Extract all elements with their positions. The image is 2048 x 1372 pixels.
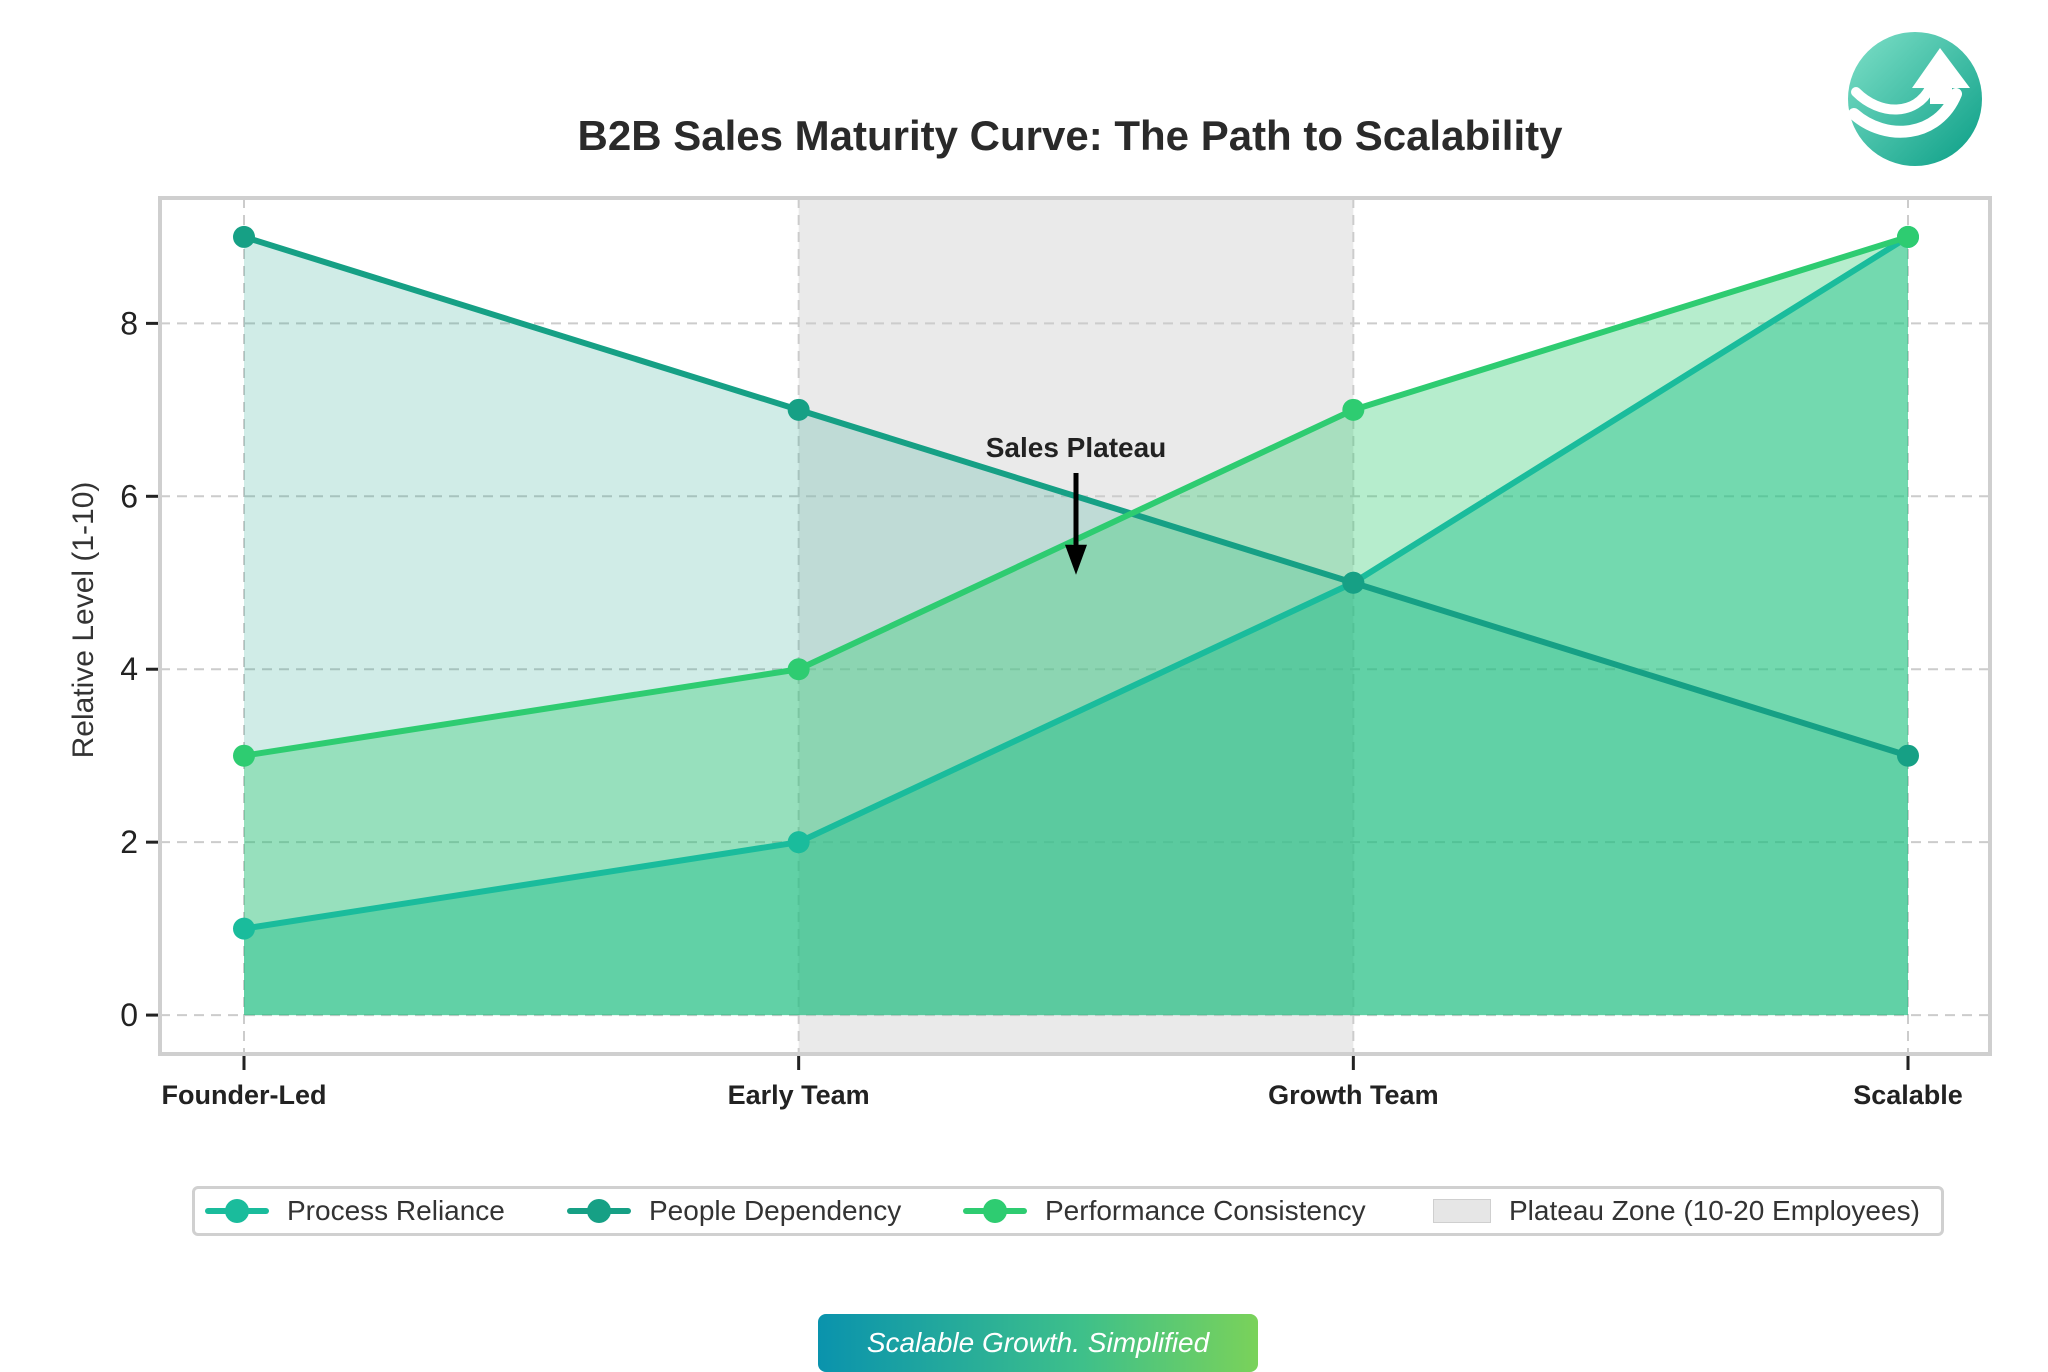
y-tick-label: 4	[120, 651, 138, 687]
legend-item-process-reliance: Process Reliance	[205, 1189, 505, 1233]
y-tick-label: 0	[120, 997, 138, 1033]
data-point	[1897, 744, 1919, 767]
data-point	[1342, 398, 1365, 421]
plot-frame	[158, 196, 1992, 1056]
data-point	[787, 398, 810, 421]
data-point	[233, 744, 255, 767]
data-point	[1342, 571, 1365, 594]
legend-swatch-plateau-zone	[1433, 1199, 1491, 1223]
legend-swatch-people-dependency	[567, 1199, 631, 1223]
chart-legend: Process Reliance People Dependency Perfo…	[192, 1186, 1944, 1236]
legend-label-process-reliance: Process Reliance	[287, 1195, 505, 1226]
x-tick-label: Scalable	[1853, 1080, 1963, 1110]
annotation-label: Sales Plateau	[986, 432, 1167, 463]
data-point	[233, 917, 255, 940]
data-point	[233, 225, 255, 248]
chart-title: B2B Sales Maturity Curve: The Path to Sc…	[577, 112, 1563, 159]
series-area	[244, 236, 1908, 1016]
y-tick-label: 2	[120, 824, 138, 860]
legend-swatch-performance-consistency	[963, 1199, 1027, 1223]
annotation-arrow-head	[1065, 544, 1087, 575]
legend-label-people-dependency: People Dependency	[649, 1195, 902, 1226]
x-tick-label: Early Team	[728, 1080, 870, 1110]
series-area	[244, 236, 1908, 1016]
growth-arrow-logo-icon	[1848, 32, 1982, 166]
legend-item-people-dependency: People Dependency	[567, 1189, 901, 1233]
data-point	[787, 658, 810, 681]
data-point	[787, 831, 810, 854]
y-tick-label: 6	[120, 478, 138, 514]
legend-label-performance-consistency: Performance Consistency	[1045, 1195, 1366, 1226]
legend-swatch-process-reliance	[205, 1199, 269, 1223]
x-tick-label: Growth Team	[1268, 1080, 1439, 1110]
x-tick-label: Founder-Led	[162, 1080, 327, 1110]
legend-item-plateau-zone: Plateau Zone (10-20 Employees)	[1433, 1189, 1920, 1233]
y-tick-label: 8	[120, 305, 138, 341]
series-line	[243, 234, 1910, 932]
legend-item-performance-consistency: Performance Consistency	[963, 1189, 1366, 1233]
series-area	[244, 236, 1908, 1016]
legend-label-plateau-zone: Plateau Zone (10-20 Employees)	[1509, 1195, 1920, 1226]
data-point	[1897, 225, 1919, 248]
tagline-badge: Scalable Growth. Simplified	[818, 1314, 1258, 1372]
